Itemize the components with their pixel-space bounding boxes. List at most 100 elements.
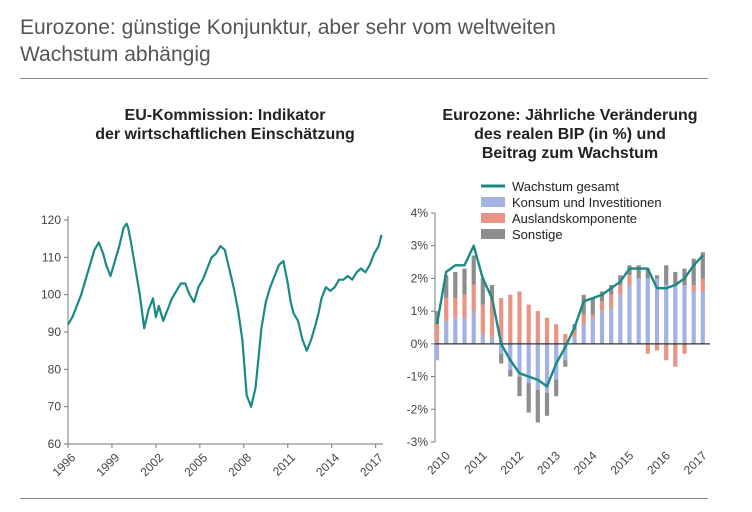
left-y-tick-label: 110 <box>42 250 61 264</box>
consumption-bar <box>609 307 614 344</box>
right-y-tick-label: -3% <box>407 435 429 449</box>
left-y-tick-label: 60 <box>48 437 62 451</box>
right-x-tick-label: 2014 <box>571 448 600 477</box>
external-bar <box>691 285 696 292</box>
external-bar <box>462 294 467 318</box>
right-x-tick-label: 2017 <box>681 448 710 477</box>
external-bar <box>682 343 687 354</box>
consumption-bar <box>654 278 660 344</box>
consumption-bar <box>462 317 467 344</box>
other-bar <box>673 271 678 285</box>
right-y-tick-label: 0% <box>411 337 429 351</box>
other-bar <box>599 291 605 302</box>
right-chart-title-line-3: Beitrag zum Wachstum <box>481 145 659 162</box>
legend-consumption-label: Konsum und Investitionen <box>512 195 662 210</box>
consumption-bar <box>508 343 513 371</box>
legend-growth-label: Wachstum gesamt <box>512 179 620 194</box>
other-bar <box>691 258 696 285</box>
right-y-tick-label: 2% <box>411 271 429 285</box>
right-chart-title-line-1: Eurozone: Jährliche Veränderung <box>442 107 698 124</box>
left-y-tick-label: 100 <box>41 288 61 302</box>
external-bar <box>480 304 485 334</box>
consumption-bar <box>544 343 550 393</box>
consumption-bar <box>499 343 504 354</box>
left-chart-title-line-2: der wirtschaftlichen Einschätzung <box>95 126 355 143</box>
legend-other-swatch <box>481 229 505 239</box>
consumption-bar <box>480 334 485 344</box>
other-bar <box>700 252 705 279</box>
external-bar <box>517 291 522 344</box>
right-chart-title-line-2: des realen BIP (in %) und <box>474 126 666 143</box>
right-y-tick-label: 1% <box>411 304 429 318</box>
external-bar <box>544 317 550 344</box>
left-y-tick-label: 70 <box>48 400 62 414</box>
external-bar <box>444 298 449 321</box>
left-y-tick-label: 80 <box>48 362 62 376</box>
legend-consumption-swatch <box>481 197 505 207</box>
consumption-bar <box>581 324 586 344</box>
external-bar <box>471 285 476 312</box>
consumption-bar <box>673 285 678 344</box>
right-x-tick-label: 2012 <box>498 448 527 477</box>
consumption-bar <box>627 285 632 344</box>
other-bar <box>508 370 513 377</box>
consumption-bar <box>691 291 696 344</box>
external-bar <box>535 311 540 344</box>
external-bar <box>489 298 495 338</box>
external-bar <box>508 294 513 344</box>
other-bar <box>462 268 467 295</box>
external-bar <box>645 343 650 354</box>
other-bar <box>453 271 458 299</box>
consumption-bar <box>618 294 623 344</box>
consumption-bar <box>563 343 568 361</box>
consumption-bar <box>471 311 476 344</box>
consumption-bar <box>535 343 540 390</box>
esi-series-line <box>67 222 383 408</box>
external-bar <box>627 275 632 285</box>
external-bar <box>664 343 669 361</box>
right-x-tick-label: 2016 <box>644 448 673 477</box>
other-bar <box>664 265 669 285</box>
right-x-tick-label: 2011 <box>462 448 490 476</box>
page-title: Eurozone: günstige Konjunktur, aber sehr… <box>20 14 720 68</box>
legend-external-label: Auslandskomponente <box>512 211 637 226</box>
external-bar <box>590 314 595 318</box>
other-bar <box>517 376 522 397</box>
other-bar <box>480 278 485 305</box>
external-bar <box>554 324 559 344</box>
growth-series-line <box>435 244 704 388</box>
left-y-tick-label: 120 <box>41 213 61 227</box>
other-bar <box>554 379 559 397</box>
other-bar <box>444 275 449 299</box>
external-bar <box>563 334 568 344</box>
consumption-bar <box>590 317 595 344</box>
external-bar <box>453 298 458 318</box>
other-bar <box>535 389 540 423</box>
external-bar <box>526 304 531 344</box>
external-bar <box>609 294 614 308</box>
consumption-bar <box>664 285 669 344</box>
page-title-line-2: Wachstum abhängig <box>20 43 211 66</box>
consumption-bar <box>599 311 605 344</box>
right-chart-title: Eurozone: Jährliche Veränderung des real… <box>420 106 720 163</box>
other-bar <box>526 383 531 413</box>
page-title-line-1: Eurozone: günstige Konjunktur, aber sehr… <box>20 16 556 39</box>
consumption-bar <box>517 343 522 377</box>
right-y-tick-label: 3% <box>411 239 429 253</box>
other-bar <box>654 275 660 279</box>
other-bar <box>609 285 614 295</box>
external-bar <box>572 330 577 338</box>
external-bar <box>673 343 678 367</box>
header-divider <box>20 78 708 79</box>
right-y-tick-label: -1% <box>407 370 429 384</box>
consumption-bar <box>636 278 641 344</box>
left-chart-title: EU-Kommission: Indikator der wirtschaftl… <box>60 106 390 144</box>
other-bar <box>544 392 550 416</box>
right-y-tick-label: 4% <box>411 206 429 220</box>
external-bar <box>654 343 660 351</box>
external-bar <box>618 285 623 295</box>
other-bar <box>563 360 568 367</box>
right-x-tick-label: 2010 <box>424 448 453 477</box>
